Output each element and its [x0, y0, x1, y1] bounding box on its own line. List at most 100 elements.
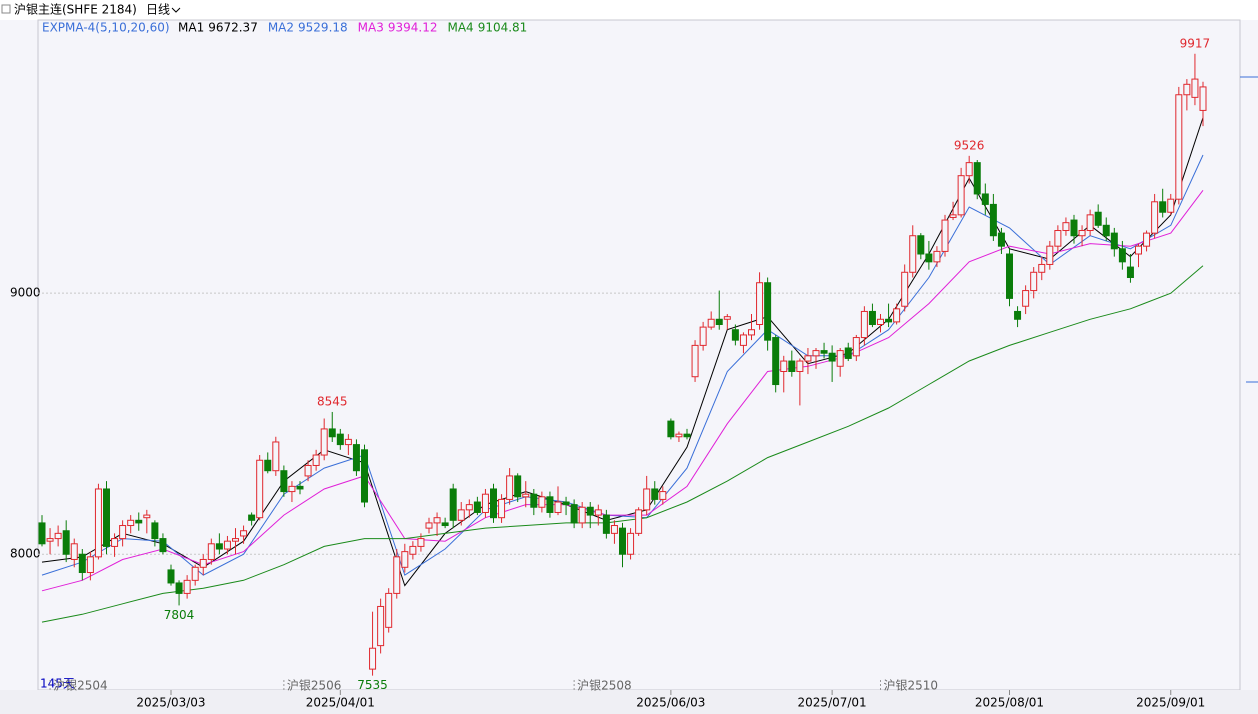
- candle-body: [667, 420, 675, 438]
- candle-body: [933, 250, 941, 263]
- candle-body: [248, 514, 256, 521]
- ma-line: [41, 154, 1204, 576]
- legend-value: 9529.18: [298, 21, 348, 35]
- candle-body: [683, 433, 691, 438]
- candle-body: [385, 592, 393, 628]
- candle-body: [473, 501, 481, 513]
- candle-body: [159, 538, 167, 553]
- candle-body: [965, 162, 973, 177]
- candle-body: [481, 493, 489, 513]
- candle-body: [812, 350, 820, 357]
- x-tick-label: 2025/06/03: [636, 696, 705, 710]
- dropdown-arrow[interactable]: [171, 7, 181, 13]
- x-axis-bar: [0, 690, 1258, 714]
- candle-body: [1175, 94, 1183, 200]
- candle-body: [506, 475, 514, 500]
- candle-body: [1118, 248, 1126, 263]
- candle-body: [820, 350, 828, 354]
- candle-body: [1191, 78, 1199, 98]
- candle-body: [764, 282, 772, 341]
- extreme-label: 9526: [954, 138, 985, 152]
- candle-body: [352, 444, 360, 472]
- candle-body: [1135, 245, 1142, 255]
- candle-body: [62, 530, 70, 555]
- candle-body: [1022, 290, 1030, 307]
- candle-body: [1078, 230, 1086, 237]
- legend-name: MA3: [358, 21, 384, 35]
- candle-body: [675, 433, 683, 438]
- candle-body: [223, 540, 231, 550]
- candle-body: [1046, 245, 1054, 265]
- candle-body: [828, 352, 836, 362]
- candle-body: [417, 538, 425, 547]
- candle-body: [635, 509, 643, 534]
- candle-body: [409, 545, 417, 555]
- candle-body: [498, 498, 506, 519]
- x-tick-label: 2025/07/01: [798, 696, 867, 710]
- candle-body: [215, 543, 223, 550]
- candle-body: [38, 522, 46, 545]
- candle-body: [949, 214, 957, 218]
- candle-body: [288, 485, 296, 493]
- candle-body: [280, 470, 288, 493]
- candle-body: [393, 556, 401, 594]
- candle-body: [602, 514, 610, 534]
- candle-body: [240, 530, 248, 537]
- candle-body: [1086, 214, 1094, 232]
- candle-body: [941, 219, 949, 252]
- candle-body: [183, 579, 191, 594]
- contract-label: 沪银2504: [53, 679, 108, 693]
- candle-body: [401, 551, 409, 568]
- candle-body: [981, 193, 989, 205]
- candle-body: [425, 522, 433, 529]
- candle-body: [175, 582, 183, 594]
- candle-body: [207, 543, 215, 560]
- candle-body: [256, 459, 264, 519]
- candle-body: [103, 488, 110, 547]
- candle-body: [1199, 86, 1207, 111]
- candle-body: [143, 514, 151, 519]
- candle-body: [901, 271, 909, 307]
- candle-body: [562, 501, 570, 506]
- candle-body: [860, 310, 868, 339]
- candle-body: [167, 569, 175, 584]
- candle-body: [1183, 83, 1191, 96]
- candle-body: [151, 522, 159, 540]
- candle-body: [1110, 232, 1118, 250]
- candle-body: [619, 527, 626, 555]
- legend-value: 9104.81: [478, 21, 528, 35]
- candle-body: [312, 454, 320, 466]
- candle-body: [1062, 222, 1070, 232]
- candle-body: [877, 318, 884, 325]
- period[interactable]: 日线: [146, 3, 170, 17]
- candle-body: [852, 337, 860, 357]
- candle-body: [127, 519, 135, 527]
- candle-body: [594, 509, 602, 516]
- candle-body: [691, 344, 699, 378]
- candle-body: [997, 232, 1005, 247]
- candle-body: [1054, 230, 1062, 247]
- count-label: 145天: [40, 677, 75, 691]
- candle-body: [739, 334, 747, 346]
- candle-body: [78, 553, 86, 574]
- candle-body: [699, 326, 707, 346]
- x-tick-label: 2025/04/01: [306, 696, 375, 710]
- candle-body: [748, 329, 755, 336]
- candle-body: [377, 605, 385, 647]
- title[interactable]: 沪银主连(SHFE 2184): [14, 2, 137, 17]
- candle-body: [490, 488, 497, 519]
- candle-body: [1094, 211, 1102, 226]
- extreme-label: 8545: [317, 394, 348, 408]
- candle-body: [433, 517, 441, 524]
- candle-body: [715, 318, 723, 325]
- candle-body: [1151, 201, 1159, 234]
- candle-body: [546, 496, 554, 513]
- candle-body: [1038, 263, 1046, 273]
- candle-body: [925, 253, 933, 263]
- icon: [1, 4, 11, 14]
- plot-area: [37, 19, 1241, 691]
- candle-body: [707, 318, 715, 328]
- candle-body: [361, 449, 368, 503]
